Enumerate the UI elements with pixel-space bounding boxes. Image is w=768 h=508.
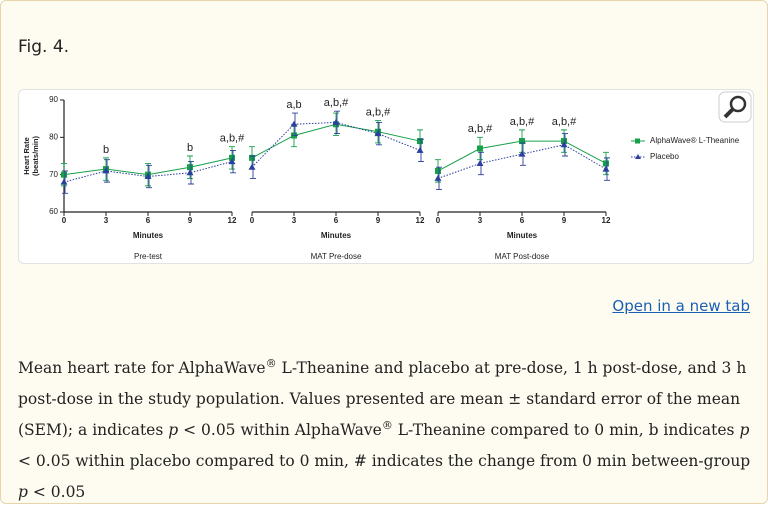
panel-title: MAT Post-dose — [495, 252, 550, 261]
annotation: a,b,# — [366, 106, 391, 118]
x-tick-label: 6 — [146, 216, 151, 225]
panel-title: Pre-test — [134, 252, 163, 261]
annotation: b — [187, 142, 193, 154]
x-tick-label: 0 — [436, 216, 441, 225]
x-tick-label: 12 — [416, 216, 425, 225]
caption-text: L-Theanine and placebo at pre-dose, 1 h … — [18, 359, 747, 439]
x-axis-label: Minutes — [507, 231, 538, 240]
series-line — [63, 161, 233, 183]
caption-text: < 0.05 within AlphaWave — [178, 421, 382, 439]
x-tick-label: 12 — [228, 216, 237, 225]
point — [519, 138, 525, 145]
y-tick-label: 70 — [49, 170, 58, 179]
point — [144, 173, 152, 180]
point — [228, 158, 236, 165]
annotation: a,b,# — [552, 116, 577, 128]
annotation: a,b,# — [220, 133, 245, 145]
open-new-tab-link[interactable]: Open in a new tab — [612, 297, 750, 315]
point — [249, 154, 255, 161]
y-tick-label: 60 — [49, 207, 58, 216]
legend-label: Placebo — [650, 152, 679, 161]
annotation: a,b,# — [324, 97, 349, 109]
point — [60, 178, 68, 185]
point — [290, 120, 298, 127]
x-tick-label: 0 — [250, 216, 255, 225]
x-tick-label: 9 — [562, 216, 567, 225]
y-tick-label: 90 — [49, 95, 58, 104]
figure-image: 60 70 80 90 Heart Rate (beats/min) 0 3 6 9 12 Minut… — [18, 89, 754, 264]
point — [561, 138, 567, 145]
x-tick-label: 3 — [104, 216, 109, 225]
zoom-icon[interactable] — [718, 91, 752, 123]
y-axis-label: Heart Rate — [22, 137, 31, 175]
point — [477, 145, 483, 152]
x-tick-label: 9 — [188, 216, 193, 225]
caption-text: L-Theanine compared to 0 min, b indicate… — [392, 421, 740, 439]
x-tick-label: 6 — [334, 216, 339, 225]
caption: Mean heart rate for AlphaWave® L-Theanin… — [18, 353, 758, 508]
point — [102, 167, 110, 174]
annotation: a,b,# — [510, 116, 535, 128]
caption-italic: p — [18, 483, 28, 501]
legend-label: AlphaWave® L-Theanine — [650, 136, 740, 145]
point — [332, 118, 340, 125]
point — [417, 138, 423, 145]
panel-title: MAT Pre-dose — [311, 252, 362, 261]
annotation: b — [103, 144, 109, 156]
point — [187, 164, 193, 171]
x-tick-label: 12 — [602, 216, 611, 225]
point — [518, 150, 526, 157]
x-tick-label: 3 — [478, 216, 483, 225]
caption-italic: p — [739, 421, 750, 439]
point — [602, 165, 610, 172]
point — [248, 163, 256, 170]
caption-text: < 0.05 within placebo compared to 0 min,… — [18, 452, 751, 470]
caption-text: < 0.05 — [27, 483, 86, 501]
point — [434, 174, 442, 181]
legend-marker — [635, 138, 640, 144]
x-tick-label: 9 — [376, 216, 381, 225]
y-tick-label: 80 — [49, 132, 58, 141]
point — [560, 141, 568, 148]
x-axis-label: Minutes — [321, 231, 352, 240]
point — [416, 146, 424, 153]
point — [374, 130, 382, 137]
x-tick-label: 0 — [62, 216, 67, 225]
point — [229, 154, 235, 161]
x-axis-label: Minutes — [133, 231, 164, 240]
x-tick-label: 3 — [292, 216, 297, 225]
point — [61, 171, 67, 178]
annotation: a,b,# — [468, 123, 493, 135]
point — [476, 159, 484, 166]
point — [435, 167, 441, 174]
annotation: a,b — [286, 99, 301, 111]
caption-text: Mean heart rate for AlphaWave — [18, 359, 266, 377]
figure-label: Fig. 4. — [18, 37, 70, 57]
legend-marker — [635, 154, 641, 159]
caption-italic: p — [168, 421, 179, 439]
y-axis-label: (beats/min) — [31, 136, 40, 177]
caption-sup: ® — [265, 356, 277, 370]
x-tick-label: 6 — [520, 216, 525, 225]
caption-sup: ® — [381, 418, 393, 432]
point — [186, 169, 194, 176]
point — [603, 160, 609, 167]
